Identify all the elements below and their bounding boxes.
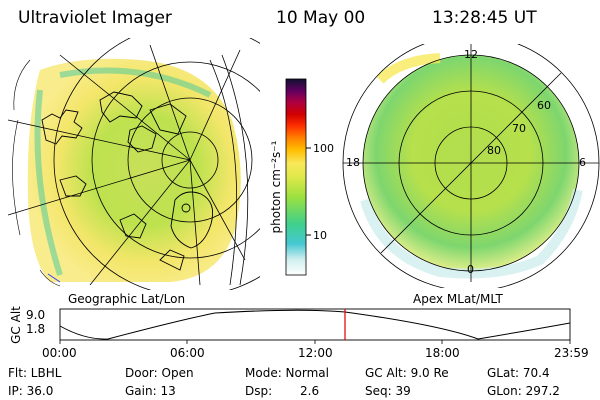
mlat-label-80: 80: [487, 144, 501, 157]
mlt-label-6: 6: [579, 156, 586, 169]
date-label: 10 May 00: [276, 8, 366, 28]
info-mode: Mode: Normal: [245, 366, 329, 380]
altitude-ytick-9: 9.0: [26, 308, 46, 322]
info-ip: IP: 36.0: [8, 384, 54, 398]
altitude-plot: [59, 308, 571, 344]
info-dsp-label: Dsp:: [245, 384, 273, 398]
info-flt: Flt: LBHL: [8, 366, 62, 380]
mlt-label-12: 12: [464, 48, 478, 61]
colorbar-unit-label: photon cm⁻²s⁻¹: [269, 140, 283, 234]
mlt-label-0: 0: [467, 263, 474, 276]
info-seq: Seq: 39: [365, 384, 411, 398]
xtick-2359: 23:59: [554, 346, 589, 360]
time-label: 13:28:45 UT: [432, 8, 537, 28]
altitude-ylabel: GC Alt: [9, 306, 23, 344]
colorbar-tick-100: 100: [313, 142, 334, 155]
info-gc-alt: GC Alt: 9.0 Re: [365, 366, 449, 380]
info-glat: GLat: 70.4: [487, 366, 550, 380]
geographic-caption: Geographic Lat/Lon: [68, 292, 186, 306]
info-glon: GLon: 297.2: [487, 384, 560, 398]
geographic-image: [7, 38, 260, 290]
colorbar-tick-10: 10: [313, 229, 327, 242]
xtick-0600: 06:00: [170, 346, 205, 360]
colorbar: [285, 78, 311, 276]
xtick-0000: 00:00: [42, 346, 77, 360]
polar-mlat-mlt-plot: [342, 44, 600, 288]
xtick-1800: 18:00: [425, 346, 460, 360]
altitude-ytick-1.8: 1.8: [26, 322, 46, 336]
mlt-label-18: 18: [346, 156, 360, 169]
info-gain: Gain: 13: [125, 384, 176, 398]
xtick-1200: 12:00: [298, 346, 333, 360]
info-dsp-value: 2.6: [300, 384, 320, 398]
mlat-label-60: 60: [537, 99, 551, 112]
apex-caption: Apex MLat/MLT: [413, 292, 503, 306]
instrument-title: Ultraviolet Imager: [18, 8, 172, 28]
mlat-label-70: 70: [512, 122, 526, 135]
info-door: Door: Open: [125, 366, 194, 380]
